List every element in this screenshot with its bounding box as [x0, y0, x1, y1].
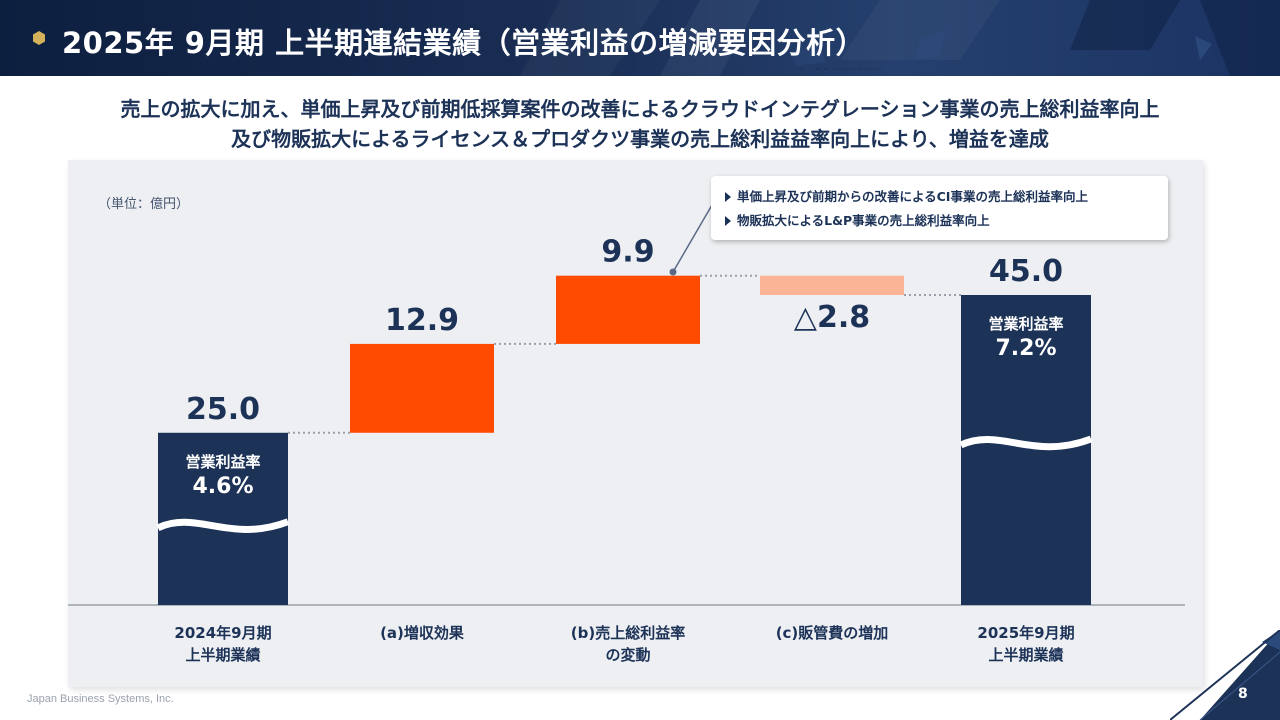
axis-break-wave	[959, 435, 1093, 451]
summary-text: 売上の拡大に加え、単価上昇及び前期低採算案件の改善によるクラウドインテグレーショ…	[0, 94, 1280, 154]
bar-3	[556, 275, 700, 344]
hexagon-bullet-icon	[33, 31, 45, 45]
callout-item-text: 物販拡大によるL&P事業の売上総利益率向上	[737, 213, 990, 228]
triangle-bullet-icon	[725, 191, 731, 202]
category-label: (c)販管費の増加	[776, 624, 889, 642]
header-dotted-rule	[800, 67, 884, 71]
category-label: 2024年9月期	[174, 624, 271, 642]
triangle-bullet-icon	[725, 215, 731, 226]
summary-line-1: 売上の拡大に加え、単価上昇及び前期低採算案件の改善によるクラウドインテグレーショ…	[120, 97, 1160, 121]
category-label: (b)売上総利益率	[571, 624, 685, 642]
bar-value-label: 45.0	[989, 254, 1063, 289]
header-decoration	[520, 0, 1280, 76]
company-name: Japan Business Systems, Inc.	[27, 693, 174, 705]
margin-title-label: 営業利益率	[988, 315, 1063, 333]
category-label: の変動	[605, 646, 650, 664]
margin-title-label: 営業利益率	[185, 453, 260, 471]
margin-value-label: 4.6%	[192, 474, 253, 499]
unit-label: （単位：億円）	[98, 196, 189, 212]
callout-pointer-line	[672, 204, 713, 273]
category-label: 上半期業績	[988, 646, 1063, 664]
callout-pointer-dot	[669, 268, 677, 276]
corner-decoration	[1170, 630, 1280, 720]
category-label: 上半期業績	[185, 646, 260, 664]
category-label: (a)増収効果	[380, 624, 465, 642]
bar-5	[961, 295, 1091, 605]
bar-2	[350, 343, 494, 433]
callout-box: 単価上昇及び前期からの改善によるCI事業の売上総利益率向上 物販拡大によるL&P…	[711, 176, 1168, 240]
summary-line-2: 及び物販拡大によるライセンス＆プロダクツ事業の売上総利益益率向上により、増益を達…	[231, 127, 1049, 151]
bar-value-label: △2.8	[794, 300, 870, 335]
page-number: 8	[1238, 686, 1248, 702]
header-banner: 2025年 9月期 上半期連結業績（営業利益の増減要因分析）	[0, 0, 1280, 76]
bar-value-label: 12.9	[385, 303, 459, 338]
bar-4	[760, 275, 904, 295]
category-label: 2025年9月期	[977, 624, 1074, 642]
callout-item-1: 単価上昇及び前期からの改善によるCI事業の売上総利益率向上	[725, 186, 1088, 205]
bar-1	[158, 432, 288, 605]
bar-value-label: 25.0	[186, 392, 260, 427]
bar-value-label: 9.9	[601, 235, 654, 270]
axis-break-wave	[156, 518, 290, 533]
callout-item-2: 物販拡大によるL&P事業の売上総利益率向上	[725, 210, 990, 229]
callout-item-text: 単価上昇及び前期からの改善によるCI事業の売上総利益率向上	[737, 189, 1088, 204]
page-title: 2025年 9月期 上半期連結業績（営業利益の増減要因分析）	[62, 26, 866, 60]
margin-value-label: 7.2%	[995, 336, 1056, 361]
